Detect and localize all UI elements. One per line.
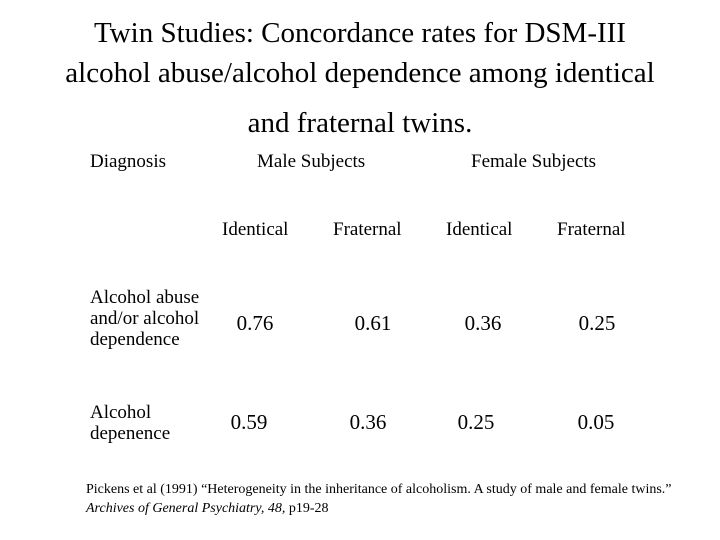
diagnosis-header: Diagnosis: [90, 151, 166, 172]
male-subjects-header: Male Subjects: [257, 151, 366, 172]
subheader-female-fraternal: Fraternal: [557, 219, 626, 240]
title-line-3: and fraternal twins.: [247, 107, 473, 139]
subheader-female-identical: Identical: [446, 219, 513, 240]
female-subjects-header: Female Subjects: [471, 151, 597, 172]
value-abuse-male-fraternal: 0.61: [354, 311, 392, 335]
value-dependence-female-identical: 0.25: [457, 410, 495, 434]
value-dependence-female-fraternal: 0.05: [577, 410, 615, 434]
citation: Pickens et al (1991) “Heterogeneity in t…: [86, 480, 686, 518]
row-label-abuse-or-dependence: Alcohol abuse and/or alcohol dependence: [90, 287, 200, 350]
citation-journal: Archives of General Psychiatry, 48,: [86, 501, 286, 516]
subheader-male-fraternal: Fraternal: [333, 219, 402, 240]
value-dependence-male-fraternal: 0.36: [349, 410, 387, 434]
title-line-1: Twin Studies: Concordance rates for DSM-…: [94, 17, 626, 49]
value-abuse-female-identical: 0.36: [464, 311, 502, 335]
value-abuse-male-identical: 0.76: [236, 311, 274, 335]
value-dependence-male-identical: 0.59: [230, 410, 268, 434]
title-line-2: alcohol abuse/alcohol dependence among i…: [65, 57, 655, 89]
citation-pages: p19-28: [288, 501, 329, 516]
subheader-male-identical: Identical: [222, 219, 289, 240]
citation-text: Pickens et al (1991) “Heterogeneity in t…: [86, 482, 672, 497]
value-abuse-female-fraternal: 0.25: [578, 311, 616, 335]
row-label-dependence: Alcohol depenence: [90, 402, 171, 444]
